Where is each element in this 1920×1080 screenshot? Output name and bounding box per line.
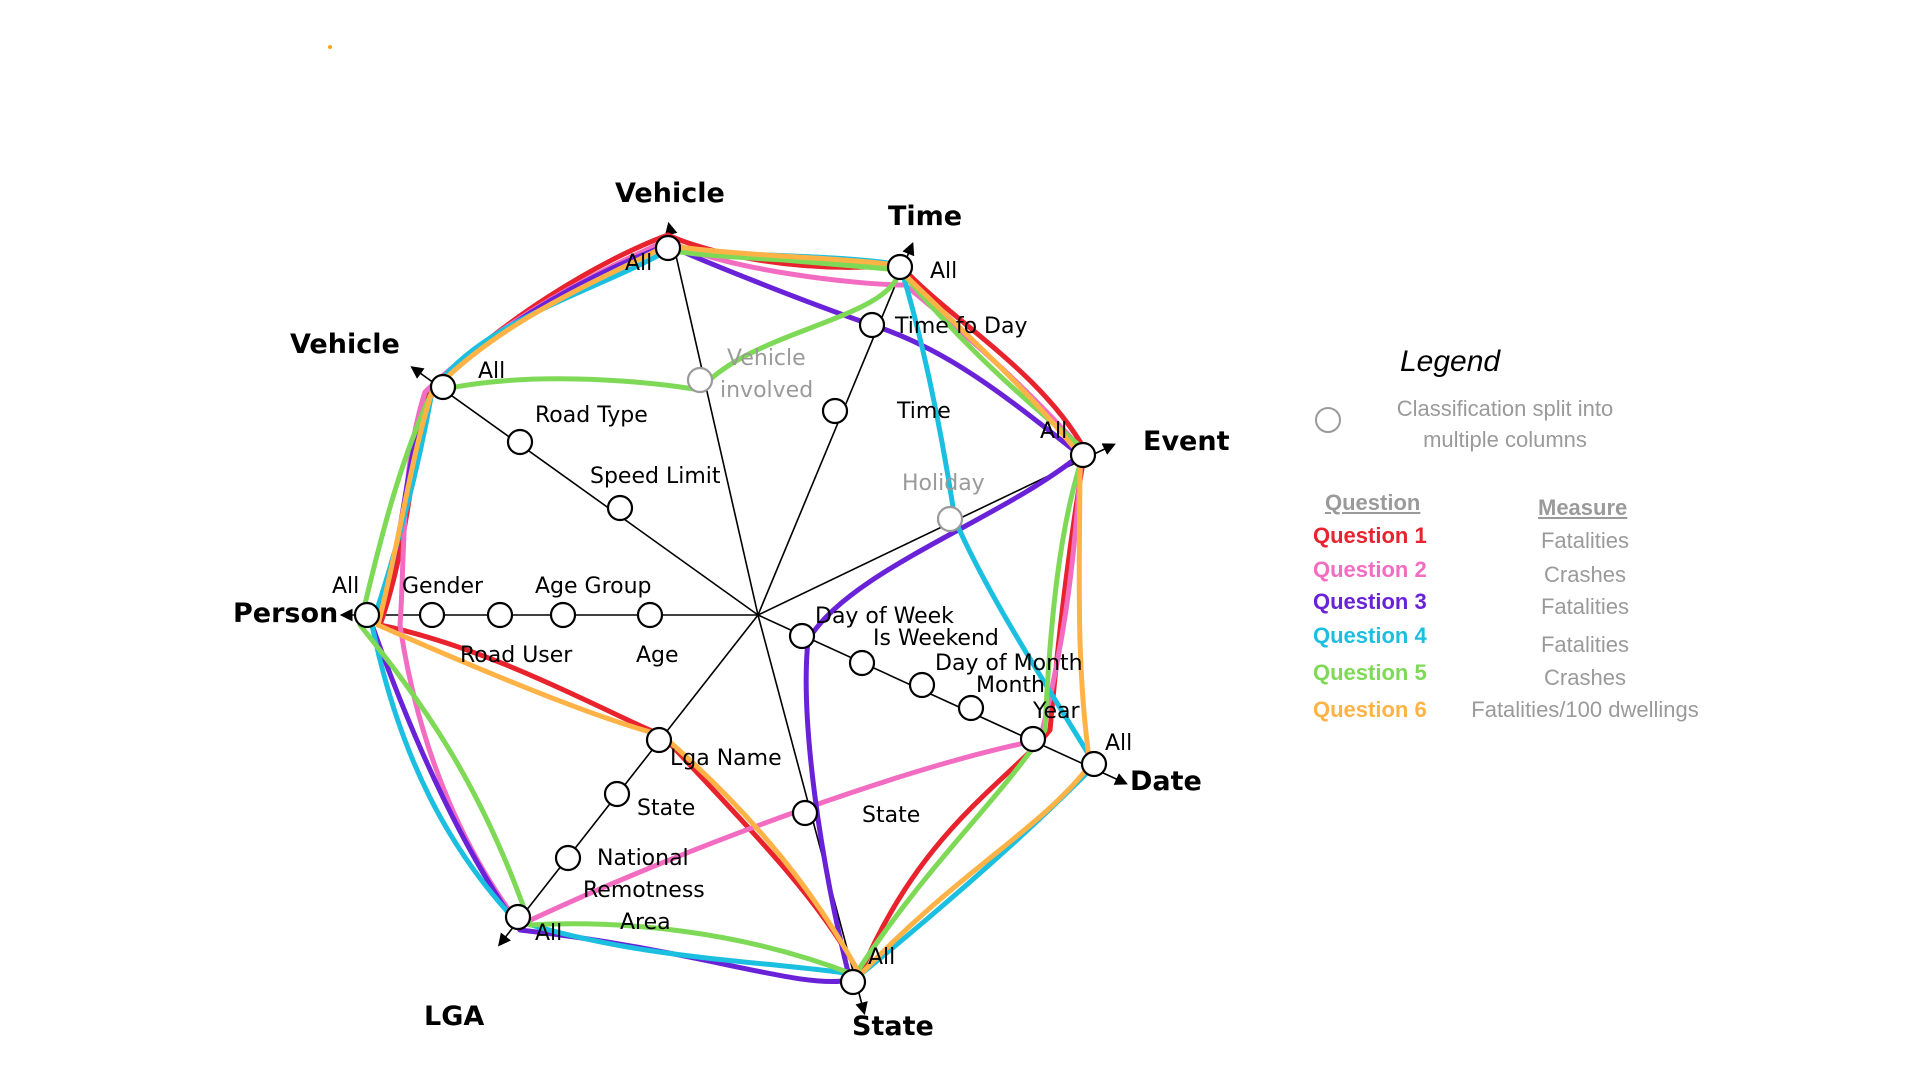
label-date-year: Year — [1032, 699, 1081, 724]
label-date-day-of-month: Day of Month — [935, 651, 1083, 676]
label-lga-state: State — [637, 796, 695, 821]
label-date-is-weekend: Is Weekend — [873, 626, 999, 651]
legend-measure-3: Fatalities — [1540, 594, 1630, 619]
node-state-state — [791, 799, 819, 827]
node-time-all — [886, 253, 914, 281]
node-person-road-user — [486, 601, 514, 629]
label-lga-remoteness-3: Area — [620, 910, 671, 935]
node-date-is-weekend — [848, 649, 876, 677]
label-date-all: All — [1105, 731, 1132, 756]
label-time-all: All — [930, 259, 957, 284]
node-date-month — [957, 694, 985, 722]
label-vehicle-all: All — [625, 251, 652, 276]
node-time-of-day — [858, 311, 886, 339]
axis-title-lga: LGA — [424, 1001, 484, 1032]
node-speed-limit — [606, 494, 634, 522]
axis-title-vehicle-top: Vehicle — [615, 178, 725, 209]
legend-question-3: Question 3 — [1313, 589, 1427, 614]
route-question-5 — [357, 247, 1088, 978]
node-person-all — [353, 601, 381, 629]
legend-question-5: Question 5 — [1313, 660, 1427, 685]
legend-question-2: Question 2 — [1313, 557, 1427, 582]
legend-measure-6: Fatalities/100 dwellings — [1471, 697, 1699, 722]
node-vehicle-all — [654, 234, 682, 262]
node-date-day-of-month — [908, 671, 936, 699]
node-lga-remoteness — [554, 844, 582, 872]
label-road-type: Road Type — [535, 403, 648, 428]
node-road-type — [506, 428, 534, 456]
legend-measure-1: Fatalities — [1540, 528, 1630, 553]
level-labels: All Vehicle involved All Time fo Day Tim… — [332, 251, 1132, 970]
label-lga-name: Lga Name — [670, 746, 782, 771]
legend-key-text: Classification split into multiple colum… — [1396, 396, 1614, 452]
node-time — [821, 397, 849, 425]
level-nodes — [353, 234, 1108, 996]
label-time-of-day: Time fo Day — [894, 314, 1027, 339]
label-lga-all: All — [535, 921, 562, 946]
node-holiday — [936, 505, 964, 533]
node-person-age-group — [549, 601, 577, 629]
label-vehicle-involved-2: involved — [720, 378, 813, 403]
legend-circle-icon — [1315, 407, 1341, 433]
legend-measure-2: Crashes — [1544, 562, 1626, 587]
label-holiday: Holiday — [902, 471, 985, 496]
label-person-road-user: Road User — [460, 643, 573, 668]
node-lga-all — [504, 903, 532, 931]
node-date-day-of-week — [788, 622, 816, 650]
legend-question-6: Question 6 — [1313, 697, 1427, 722]
node-lga-name — [645, 726, 673, 754]
axis-title-time: Time — [888, 201, 962, 232]
label-person-age: Age — [636, 643, 679, 668]
label-person-gender: Gender — [402, 574, 484, 599]
axis-line-vehicle-left — [410, 366, 759, 616]
dimension-diagram: Vehicle Time Event Date State LGA Person… — [233, 178, 1230, 1042]
legend-question-1: Question 1 — [1313, 523, 1427, 548]
label-date-day-of-week: Day of Week — [815, 604, 954, 629]
node-person-gender — [418, 601, 446, 629]
label-time: Time — [896, 399, 951, 424]
label-state-state: State — [862, 803, 920, 828]
legend-measure-4: Fatalities — [1540, 632, 1630, 657]
axis-line-vehicle-top — [664, 221, 759, 616]
node-lga-state — [603, 780, 631, 808]
label-state-all: All — [868, 945, 895, 970]
node-vehicle-involved — [686, 366, 714, 394]
label-date-month: Month — [976, 673, 1045, 698]
axis-line-time — [757, 242, 915, 616]
label-speed-limit: Speed Limit — [590, 464, 721, 489]
node-state-all — [839, 968, 867, 996]
legend-measure-header: Measure — [1538, 495, 1628, 520]
stray-dot — [328, 45, 332, 49]
label-vehicle-involved-1: Vehicle — [727, 346, 806, 371]
node-date-all — [1080, 750, 1108, 778]
axis-title-date: Date — [1130, 766, 1202, 797]
axis-title-vehicle-left: Vehicle — [290, 329, 400, 360]
node-event-all — [1069, 441, 1097, 469]
axis-title-state: State — [852, 1011, 934, 1042]
label-person-all: All — [332, 574, 359, 599]
label-lga-remoteness-1: National — [597, 846, 689, 871]
label-lga-remoteness-2: Remotness — [583, 878, 705, 903]
axis-title-event: Event — [1143, 426, 1230, 457]
label-vehicle-left-all: All — [478, 359, 505, 384]
legend-question-4: Question 4 — [1313, 623, 1427, 648]
axis-title-person: Person — [233, 598, 338, 629]
node-date-year — [1019, 725, 1047, 753]
axis-line-lga — [498, 614, 759, 947]
legend-question-header: Question — [1325, 490, 1421, 515]
axis-line-date — [757, 614, 1128, 785]
label-person-age-group: Age Group — [535, 574, 652, 599]
node-vehicle-left-all — [429, 373, 457, 401]
legend-title: Legend — [1400, 345, 1501, 378]
node-person-age — [636, 601, 664, 629]
legend-measure-5: Crashes — [1544, 665, 1626, 690]
label-event-all: All — [1040, 419, 1067, 444]
axis-titles: Vehicle Time Event Date State LGA Person… — [233, 178, 1230, 1042]
